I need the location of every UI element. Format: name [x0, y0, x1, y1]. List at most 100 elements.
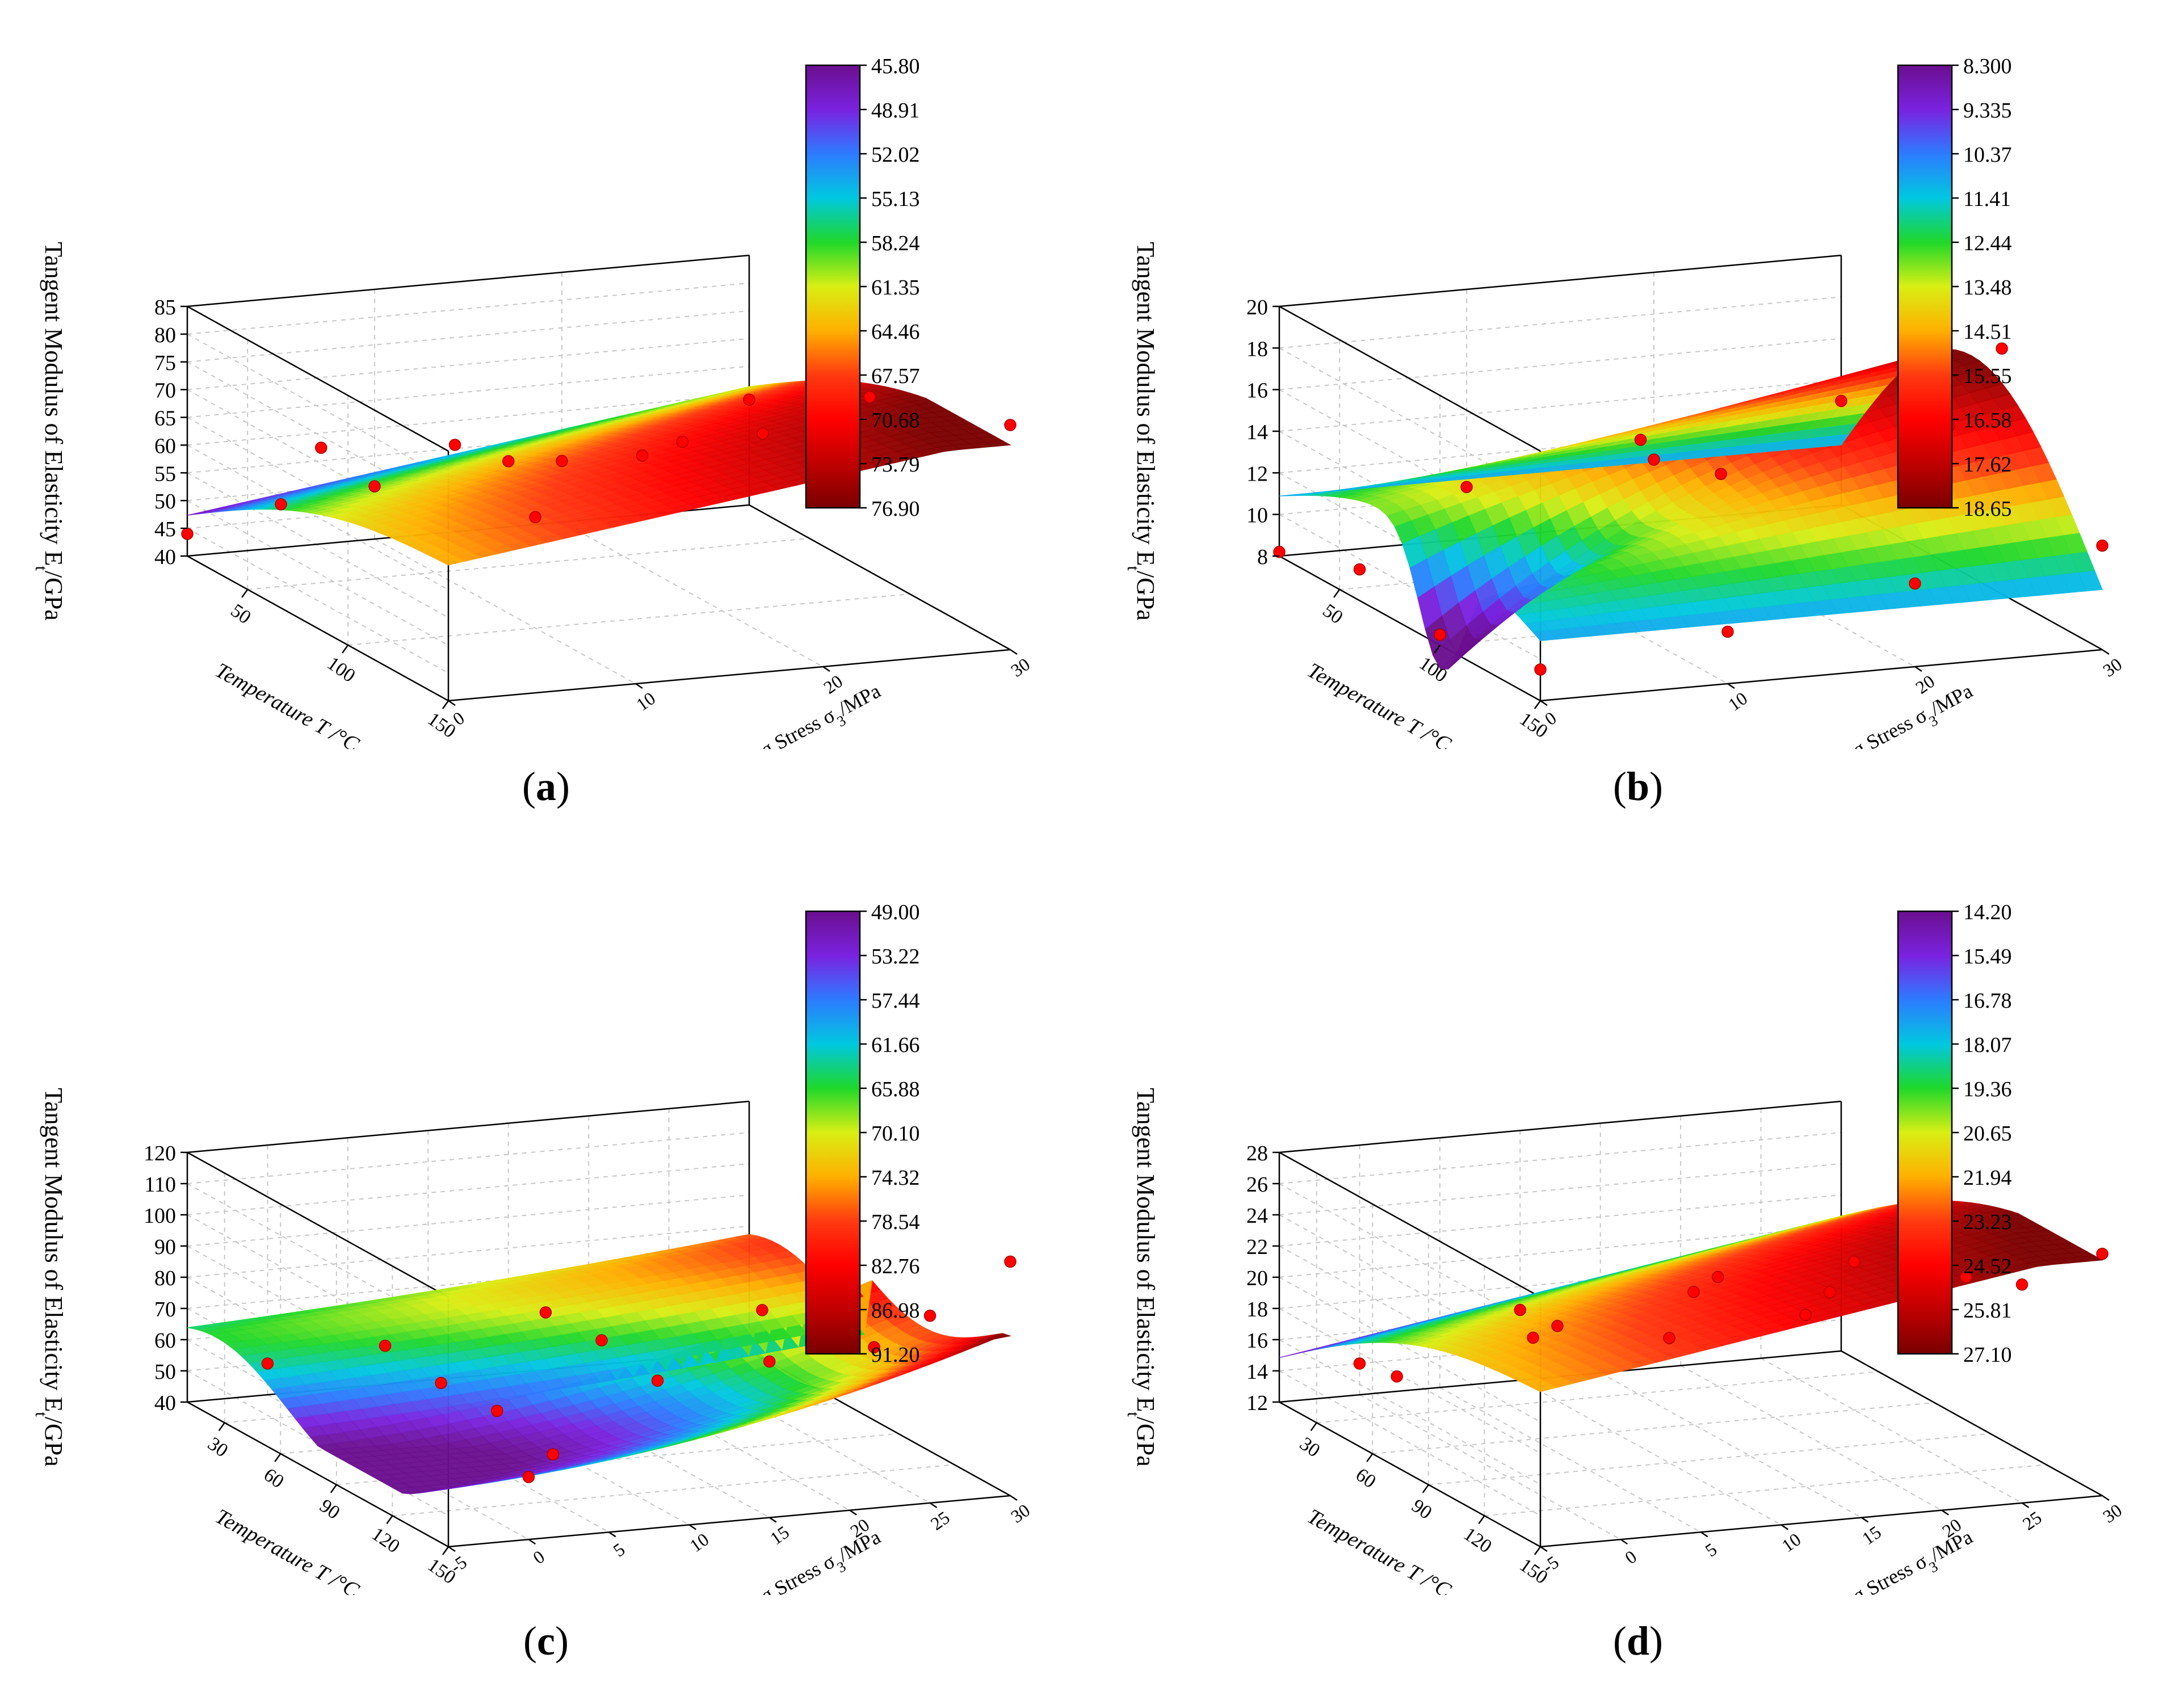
z-title-unit: /GPa — [40, 571, 68, 621]
gridline-y — [1600, 1372, 1862, 1518]
gridline-z — [1279, 1163, 1842, 1215]
gridline-z — [187, 282, 750, 335]
gridline-z — [187, 1194, 750, 1247]
data-point-9 — [547, 1448, 560, 1460]
gridline-x — [347, 593, 910, 646]
z-title-main: Tangent Modulus of Elasticity E — [40, 242, 68, 566]
colorbar-label: 73.79 — [871, 453, 920, 477]
gridline-x — [1372, 1402, 1935, 1455]
y-tick — [769, 1517, 777, 1523]
axis-edge — [1279, 1151, 1541, 1298]
surface-facet — [1279, 493, 1304, 496]
y-title-main: Confining Stress σ — [693, 704, 839, 749]
colorbar-rect — [805, 910, 861, 1355]
z-tick-label: 60 — [154, 434, 176, 458]
y-title-main: Confining Stress σ — [1785, 704, 1931, 749]
z-title-sub: t — [32, 566, 51, 571]
colorbar-label: 10.37 — [1963, 143, 2012, 167]
gridline-y — [1439, 1387, 1702, 1533]
y-axis-title: Confining Stress σ3/MPa — [1785, 679, 1980, 749]
x-tick — [241, 589, 249, 598]
axis-edge — [1279, 254, 1842, 308]
data-point-12 — [1909, 577, 1921, 590]
colorbar-label: 58.24 — [871, 232, 920, 255]
z-title-sub: t — [32, 1412, 51, 1417]
axis-edge — [187, 1151, 449, 1298]
x-tick — [274, 1453, 282, 1462]
y-tick-label: 30 — [1007, 654, 1034, 681]
axis-edge — [1279, 1100, 1842, 1154]
z-title-unit: /GPa — [40, 1417, 68, 1467]
data-point-10 — [1534, 663, 1547, 676]
colorbar-rect — [1897, 64, 1953, 509]
z-tick-label: 70 — [154, 379, 176, 403]
data-point-8 — [636, 449, 649, 462]
x-tick-label: 50 — [1319, 600, 1347, 628]
data-point-5 — [315, 441, 327, 454]
z-tick-label: 14 — [1246, 420, 1268, 444]
x-tick-label: 30 — [204, 1433, 232, 1462]
colorbar-label: 57.44 — [871, 989, 920, 1013]
z-tick-label: 80 — [154, 323, 176, 347]
gridline-z — [187, 472, 449, 618]
data-point-6 — [502, 455, 515, 468]
x-tick — [1333, 589, 1341, 598]
y-tick — [2102, 649, 2110, 655]
gridline-z — [1279, 1308, 1541, 1454]
z-tick-label: 10 — [1246, 504, 1268, 528]
y-tick-label: 20 — [820, 671, 846, 698]
y-tick — [1727, 683, 1735, 689]
data-point-4 — [743, 393, 755, 406]
gridline-z — [187, 500, 449, 646]
data-point-5 — [756, 1304, 768, 1316]
data-point-1 — [275, 498, 287, 511]
panel-d: 12 14 16 18 20 22 24 26 28 30 60 90 120 150 -5 0 5 10 15 20… — [1092, 846, 2184, 1692]
colorbar-label: 86.98 — [871, 1299, 920, 1323]
z-tick-label: 50 — [154, 1360, 176, 1384]
data-point-13 — [757, 427, 769, 440]
surface-facet — [187, 1325, 212, 1329]
axis-edge — [1279, 555, 1541, 702]
colorbar-label: 70.10 — [871, 1122, 920, 1146]
colorbar: 45.8048.9152.0255.1358.2461.3564.4667.57… — [805, 54, 920, 521]
z-title-main: Tangent Modulus of Elasticity E — [1132, 242, 1160, 566]
colorbar-label: 48.91 — [871, 99, 920, 123]
z-tick-label: 45 — [154, 517, 176, 541]
y-tick-label: 10 — [632, 688, 659, 715]
gridline-z — [1279, 296, 1842, 349]
z-tick-label: 70 — [154, 1298, 176, 1321]
data-point-4 — [1353, 563, 1366, 576]
gridline-z — [1279, 1277, 1541, 1422]
gridline-z — [1279, 1194, 1842, 1247]
colorbar-label: 70.68 — [871, 409, 920, 432]
colorbar-label: 9.335 — [1963, 99, 2012, 123]
chart-a: 40455055606570758085501001500102030Tange… — [32, 54, 1034, 749]
z-tick-label: 40 — [154, 1391, 176, 1415]
axis-edge — [187, 1100, 750, 1154]
gridline-x — [1428, 1433, 1990, 1485]
z-tick-label: 40 — [154, 545, 176, 569]
gridline-y — [561, 521, 824, 667]
axis-edge — [448, 1495, 1011, 1548]
gridline-z — [1279, 1257, 1842, 1309]
axis-edge — [187, 305, 449, 452]
gridline-z — [187, 1257, 750, 1309]
x-tick — [1534, 700, 1542, 709]
z-tick-label: 110 — [144, 1173, 176, 1197]
gridline-z — [1279, 380, 1842, 432]
data-point-12 — [763, 1355, 776, 1368]
axis-edge — [1279, 1401, 1541, 1548]
colorbar-rect — [805, 64, 861, 509]
z-tick-label: 65 — [154, 407, 176, 431]
data-point-2 — [1648, 453, 1660, 466]
colorbar-label: 12.44 — [1963, 232, 2012, 255]
gridline-x — [1316, 1371, 1879, 1424]
gridline-z — [187, 338, 750, 390]
surface — [187, 1234, 1012, 1495]
gridline-z — [1279, 338, 1842, 390]
z-title-unit: /GPa — [1132, 571, 1160, 621]
z-tick-label: 12 — [1246, 462, 1268, 486]
data-point-0 — [181, 528, 194, 540]
colorbar-label: 67.57 — [871, 364, 920, 388]
